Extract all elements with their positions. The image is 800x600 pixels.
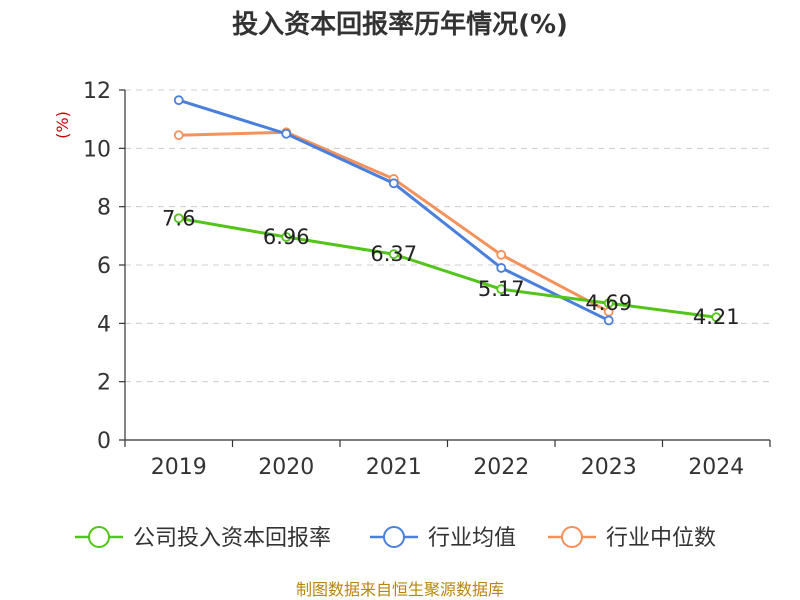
data-labels: 7.6 6.96 6.37 5.17 4.69 4.21 [162, 206, 740, 329]
data-label: 6.96 [263, 225, 310, 249]
y-tick-label: 10 [83, 137, 111, 162]
grid [125, 89, 770, 383]
data-label: 4.21 [693, 305, 740, 329]
legend-label: 行业均值 [428, 526, 516, 551]
data-point[interactable] [173, 95, 184, 106]
series-line [178, 216, 717, 319]
x-tick-label: 2019 [151, 455, 207, 480]
y-tick-label: 8 [97, 196, 111, 221]
chart-title: 投入资本回报率历年情况(%) [232, 9, 568, 40]
x-tick-label: 2020 [258, 455, 314, 480]
x-tick-label: 2021 [366, 455, 422, 480]
legend-item[interactable]: 行业中位数 [548, 526, 716, 551]
data-point[interactable] [603, 298, 614, 309]
data-label: 4.69 [585, 291, 632, 315]
data-point[interactable] [281, 232, 292, 242]
legend-item[interactable]: 行业均值 [370, 526, 516, 551]
data-point[interactable] [281, 128, 292, 139]
data-point[interactable] [496, 284, 507, 295]
data-point[interactable] [388, 249, 399, 260]
legend-item[interactable]: 公司投入资本回报率 [75, 526, 331, 551]
y-tick-label: 0 [97, 429, 111, 454]
y-tick-label: 12 [83, 79, 111, 104]
data-point[interactable] [711, 312, 722, 323]
data-point[interactable] [388, 178, 399, 189]
data-label: 7.6 [162, 206, 195, 230]
data-point[interactable] [496, 249, 507, 260]
legend-label: 行业中位数 [606, 526, 716, 551]
y-tick-label: 6 [97, 254, 111, 279]
axes: 0 2 4 6 8 10 12 2019 2020 2021 2022 2023 2024 [83, 79, 771, 480]
data-point[interactable] [173, 213, 184, 224]
data-label: 5.17 [478, 277, 525, 301]
data-point[interactable] [496, 263, 507, 273]
y-axis-label: (%) [53, 111, 72, 139]
data-label: 6.37 [370, 242, 417, 266]
x-tick-label: 2022 [473, 455, 529, 480]
data-point[interactable] [603, 315, 614, 326]
legend-marker-icon [88, 526, 110, 548]
x-tick-label: 2024 [688, 455, 744, 480]
series-layer [173, 95, 722, 326]
y-tick-label: 2 [97, 371, 111, 396]
data-point[interactable] [173, 130, 184, 141]
legend[interactable]: 公司投入资本回报率 行业均值 行业中位数 [75, 526, 716, 551]
source-note: 制图数据来自恒生聚源数据库 [296, 580, 504, 599]
y-tick-label: 4 [97, 312, 111, 337]
legend-marker-icon [561, 526, 583, 548]
x-tick-label: 2023 [581, 455, 637, 480]
legend-marker-icon [383, 526, 405, 548]
series-line [178, 130, 610, 313]
legend-label: 公司投入资本回报率 [133, 526, 331, 551]
